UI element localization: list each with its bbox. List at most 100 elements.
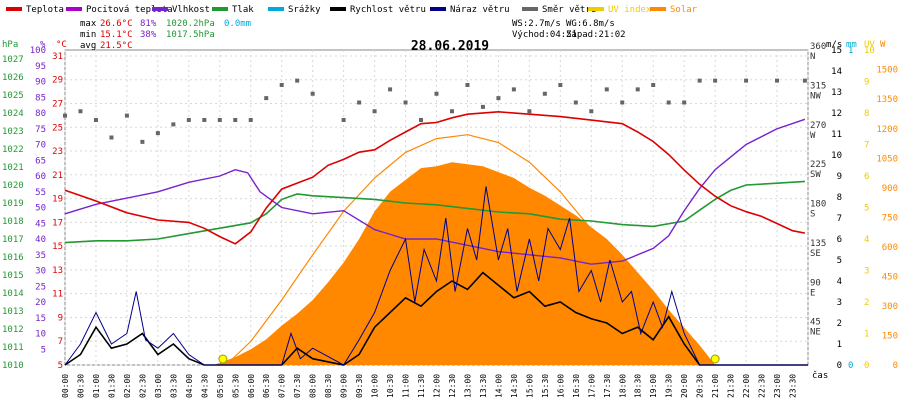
wind-direction-point: [388, 87, 393, 92]
axis-label-x: čas: [812, 370, 828, 381]
axis-tick-direction-label: NW: [810, 91, 821, 101]
axis-tick-time: 09:00: [340, 374, 349, 398]
axis-tick-time: 17:30: [603, 374, 612, 398]
axis-tick-w: 300: [882, 302, 898, 312]
axis-tick-w: 150: [882, 331, 898, 341]
wind-direction-point: [341, 118, 346, 122]
wind-direction-point: [496, 96, 501, 101]
axis-tick-w: 600: [882, 243, 898, 253]
axis-tick-time: 20:00: [680, 374, 689, 398]
stat-max-press: 1020.2hPa: [166, 19, 215, 29]
legend-label-humidity: Vlhkost: [172, 5, 210, 15]
axis-tick-ms: 13: [831, 88, 842, 98]
wind-direction-point: [465, 83, 470, 87]
axis-tick-time: 08:00: [309, 374, 318, 398]
axis-tick-hpa: 1019: [2, 199, 24, 209]
wind-direction-point: [775, 78, 780, 83]
wind-direction-point: [155, 131, 160, 136]
axis-tick-w: 1500: [876, 66, 898, 76]
axis-tick-pct: 20: [35, 298, 46, 308]
wind-direction-point: [744, 78, 749, 83]
axis-tick-temp: 15: [52, 242, 63, 252]
axis-tick-time: 14:00: [494, 374, 503, 398]
legend-swatch-wind: [330, 7, 346, 11]
axis-tick-temp: 25: [52, 123, 63, 133]
wind-direction-point: [651, 83, 656, 87]
axis-tick-temp: 11: [52, 290, 63, 300]
axis-tick-ms: 0: [837, 361, 842, 371]
axis-tick-temp: 5: [58, 361, 63, 371]
axis-tick-time: 07:30: [293, 374, 302, 398]
axis-tick-hpa: 1021: [2, 163, 24, 173]
axis-tick-direction-label: S: [810, 210, 815, 220]
axis-tick-hpa: 1012: [2, 325, 24, 335]
axis-tick-uv: 3: [864, 267, 869, 277]
axis-tick-uv: 8: [864, 109, 869, 119]
wind-direction-point: [357, 100, 362, 105]
axis-tick-direction-label: N: [810, 52, 815, 62]
stat-max-label: max: [80, 19, 97, 29]
axis-tick-time: 22:30: [758, 374, 767, 398]
axis-tick-pct: 35: [35, 251, 46, 261]
axis-tick-time: 18:00: [618, 374, 627, 398]
axis-tick-time: 15:00: [525, 374, 534, 398]
axis-tick-w: 0: [893, 361, 898, 371]
legend-label-uv: UV index: [608, 5, 652, 15]
legend-swatch-feels: [66, 7, 82, 11]
axis-tick-ms: 6: [837, 235, 842, 245]
axis-tick-direction: 360: [810, 42, 826, 52]
wind-direction-point: [713, 78, 718, 83]
axis-tick-direction-label: E: [810, 288, 815, 298]
axis-tick-time: 06:00: [247, 374, 256, 398]
wind-direction-point: [372, 109, 377, 114]
axis-tick-time: 10:30: [386, 374, 395, 398]
axis-tick-ms: 4: [837, 277, 842, 287]
axis-tick-time: 12:30: [448, 374, 457, 398]
wind-speed-line: [64, 271, 808, 366]
axis-tick-time: 16:00: [556, 374, 565, 398]
axis-tick-hpa: 1026: [2, 73, 24, 83]
axis-tick-ms: 14: [831, 67, 842, 77]
wind-direction-point: [78, 109, 83, 114]
axis-tick-pct: 50: [35, 204, 46, 214]
sun-marker: [710, 354, 720, 364]
stat-min-temp: 15.1°C: [100, 30, 133, 40]
axis-tick-time: 22:00: [742, 374, 751, 398]
axis-tick-time: 00:30: [76, 374, 85, 398]
axis-tick-time: 18:30: [634, 374, 643, 398]
axis-unit-temp: °C: [56, 40, 67, 50]
axis-tick-pct: 10: [35, 330, 46, 340]
axis-tick-time: 17:00: [587, 374, 596, 398]
legend-label-temp: Teplota: [26, 5, 64, 15]
axis-tick-hpa: 1025: [2, 91, 24, 101]
axis-tick-hpa: 1023: [2, 127, 24, 137]
axis-tick-temp: 19: [52, 195, 63, 205]
wind-direction-point: [527, 109, 532, 114]
axis-tick-w: 750: [882, 213, 898, 223]
axis-tick-ms: 2: [837, 319, 842, 329]
legend-label-solar: Solar: [670, 5, 698, 15]
axis-tick-time: 11:30: [417, 374, 426, 398]
wind-direction-point: [124, 113, 129, 118]
axis-tick-uv: 0: [864, 361, 869, 371]
stat-ws: WS:2.7m/s: [512, 19, 561, 29]
wind-direction-point: [604, 87, 609, 92]
wind-direction-point: [109, 135, 114, 140]
axis-tick-time: 14:30: [510, 374, 519, 398]
axis-tick-pct: 70: [35, 141, 46, 151]
legend-swatch-dir: [522, 7, 538, 11]
axis-tick-direction: 315: [810, 81, 826, 91]
axis-tick-direction-label: W: [810, 131, 816, 141]
axis-tick-ms: 3: [837, 298, 842, 308]
wind-direction-point: [682, 100, 687, 105]
stat-sunset: Západ:21:02: [566, 30, 626, 40]
axis-tick-direction: 270: [810, 121, 826, 131]
wind-direction-point: [233, 118, 238, 122]
axis-tick-time: 07:00: [278, 374, 287, 398]
axis-tick-time: 23:00: [773, 374, 782, 398]
legend-swatch-rain: [268, 7, 284, 11]
legend-swatch-solar: [650, 7, 666, 11]
axis-tick-time: 19:00: [649, 374, 658, 398]
